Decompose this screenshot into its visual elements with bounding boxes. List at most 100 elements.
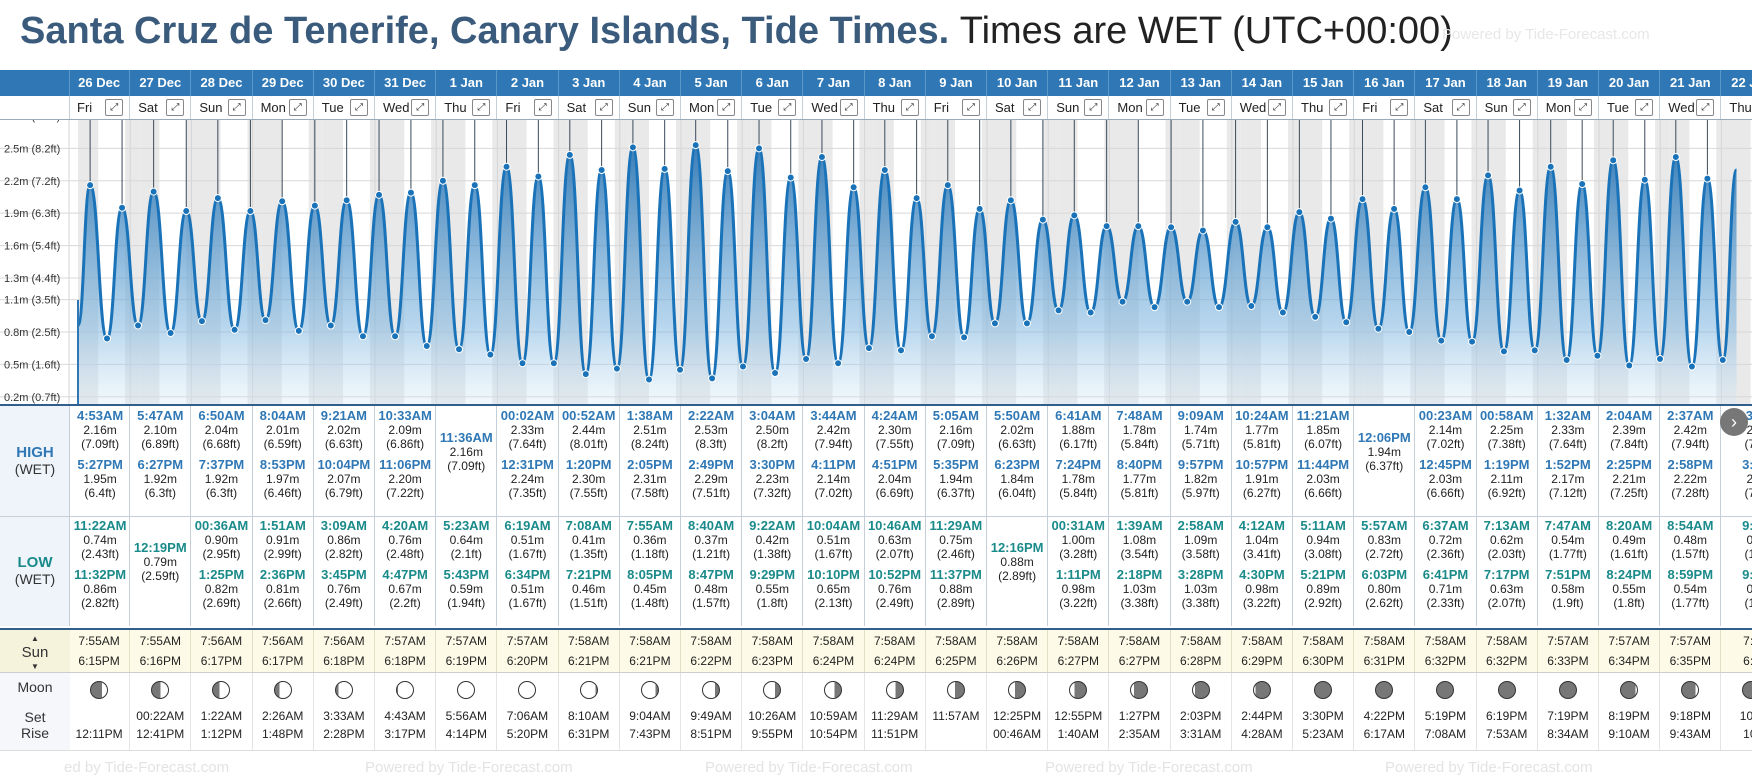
high-tide-point [470,181,479,190]
high-tide-height-m: 1.94m [939,472,973,486]
low-tide-entry: 7:55AM 0.36m (1.18ft) [620,518,680,561]
high-tide-height-ft: (8.01ft) [569,437,608,451]
sunrise-time: 7:58AM [1302,634,1344,648]
expand-icon[interactable]: ⤢ [1206,99,1225,116]
high-tide-height-ft: (6.46ft) [263,486,302,500]
weekday-cell: Wed ⤢ [1232,96,1293,119]
moon-phase-icon [396,681,415,699]
expand-icon[interactable]: ⤢ [1023,99,1042,116]
moon-cell: 2:44PM 4:28AM [1232,673,1293,751]
weekday-name: Wed [383,100,410,115]
low-tide-height-ft: (1.67ft) [814,547,853,561]
moon-phase-icon [1130,681,1149,699]
low-tide-height-ft: (2.43ft) [81,547,120,561]
moonset-time: 5:19PM [1424,709,1467,723]
weekday-name: Wed [1239,100,1267,115]
expand-icon[interactable]: ⤢ [717,99,736,116]
moonrise-time: 2:35AM [1118,727,1161,741]
moon-phase-icon [1558,681,1577,699]
high-tide-entry: 6:50AM 2.04m (6.68ft) [191,408,251,451]
expand-icon[interactable]: ⤢ [1451,99,1470,116]
sunrise-time: 7:57AM [1608,634,1650,648]
high-tide-entry: 11:36AM 2.16m (7.09ft) [436,430,496,473]
low-tide-height-ft: (2.13ft) [814,596,853,610]
moonset-time: 1:22AM [200,709,243,723]
low-tide-height-ft: (1.8ft) [1613,596,1645,610]
high-tide-time: 2:05PM [627,457,673,472]
expand-icon[interactable]: ⤢ [166,99,185,116]
moonset-time: 4:43AM [384,709,426,723]
high-tide-time: 3:44AM [810,408,857,423]
expand-icon[interactable]: ⤢ [227,99,246,116]
high-tide-entry: 7:48AM 1.78m (5.84ft) [1109,408,1169,451]
low-tide-height-ft: (1. [1744,547,1752,561]
expand-icon[interactable]: ⤢ [1696,99,1715,116]
high-tide-height-m: 1.78m [1122,423,1157,437]
expand-icon[interactable]: ⤢ [533,99,552,116]
low-tide-time: 4:47PM [382,567,428,582]
high-tide-block: 5:05AM 2.16m (7.09ft) 5:35PM 1.94m (6.37ft) [926,406,986,514]
expand-icon[interactable]: ⤢ [411,99,430,116]
low-tide-height-m: 0.79m [143,555,177,569]
tide-day-column: 1:38AM 2.51m (8.24ft) 2:05PM 2.31m (7.58ft) 7:… [620,406,681,626]
expand-icon[interactable]: ⤢ [1390,99,1409,116]
low-tide-entry: 11:37PM 0.88m (2.89ft) [926,567,986,610]
moon-phase-icon [151,681,170,699]
expand-icon[interactable]: ⤢ [1267,99,1286,116]
low-tide-block: 10:04AM 0.51m (1.67ft) 10:10PM 0.65m (2.13ft) [803,516,863,624]
weekday-cell: Mon ⤢ [1538,96,1599,119]
table-divider [0,516,1752,517]
expand-icon[interactable]: ⤢ [1635,99,1654,116]
expand-icon[interactable]: ⤢ [1512,99,1531,116]
high-tide-time: 12:31PM [501,457,554,472]
high-tide-height-m: 2.42m [816,423,851,437]
expand-icon[interactable]: ⤢ [961,99,980,116]
low-tide-point [1405,327,1414,336]
expand-icon[interactable]: ⤢ [1145,99,1164,116]
low-tide-height-ft: (2.2ft) [389,596,421,610]
low-tide-entry: 9:20.(1. [1721,518,1752,561]
low-tide-block: 1:51AM 0.91m (2.99ft) 2:36PM 0.81m (2.66ft) [253,516,313,624]
low-tide-block: 4:20AM 0.76m (2.48ft) 4:47PM 0.67m (2.2ft) [375,516,435,624]
low-tide-block: 4:12AM 1.04m (3.41ft) 4:30PM 0.98m (3.22ft) [1232,516,1292,624]
low-tide-block: 7:55AM 0.36m (1.18ft) 8:05PM 0.45m (1.48ft) [620,516,680,624]
expand-icon[interactable]: ⤢ [655,99,674,116]
sunrise-time: 7:58AM [874,634,916,648]
weekday-cell: Thu ⤢ [1293,96,1355,119]
low-tide-entry: 12:19PM 0.79m (2.59ft) [130,540,190,583]
high-tide-height-m: 2.11m [1490,472,1523,486]
low-tz: (WET) [14,571,56,587]
expand-icon[interactable]: ⤢ [472,99,491,116]
moon-cell: 9:04AM 7:43PM [620,673,681,751]
expand-icon[interactable]: ⤢ [839,99,858,116]
moonset-time: 10:1 [1739,709,1752,723]
tide-day-column: 00:52AM 2.44m (8.01ft) 1:20PM 2.30m (7.55ft) 7… [559,406,620,626]
low-tide-block: 8:20AM 0.49m (1.61ft) 8:24PM 0.55m (1.8ft) [1599,516,1659,624]
moon-phase-icon [763,681,782,699]
expand-icon[interactable]: ⤢ [900,99,919,116]
low-tide-height-ft: (2.99ft) [263,547,302,561]
high-tide-height-m: 1.84m [1000,472,1034,486]
next-arrow-icon[interactable]: › [1720,408,1748,436]
sunset-time: 6:34PM [1608,654,1650,668]
low-tide-block: 11:22AM 0.74m (2.43ft) 11:32PM 0.86m (2.82ft) [70,516,130,624]
expand-icon[interactable]: ⤢ [1329,99,1348,116]
high-tide-entry: 8:40PM 1.77m (5.81ft) [1109,457,1169,500]
moonset-time: 12:25PM [993,709,1042,723]
high-tide-entry: 12:06PM 1.94m (6.37ft) [1354,430,1414,473]
expand-icon[interactable]: ⤢ [594,99,613,116]
expand-icon[interactable]: ⤢ [349,99,368,116]
expand-icon[interactable]: ⤢ [1573,99,1592,116]
expand-icon[interactable]: ⤢ [778,99,797,116]
expand-icon[interactable]: ⤢ [105,99,124,116]
y-tick-label: 0.8m (2.5ft) [4,327,60,339]
moonset-time: 7:19PM [1547,709,1589,723]
moon-cell: 9:49AM 8:51PM [681,673,743,751]
moonrise-time: 2:28PM [323,727,365,741]
high-tide-height-ft: (7.02ft) [1426,437,1465,451]
tide-day-column: 2:37AM 2.42m (7.94ft) 2:58PM 2.22m (7.28ft) 8:… [1660,406,1722,626]
high-tide-time: 2:25PM [1606,457,1652,472]
low-tide-entry: 10:46AM 0.63m (2.07ft) [865,518,925,561]
expand-icon[interactable]: ⤢ [288,99,307,116]
expand-icon[interactable]: ⤢ [1084,99,1103,116]
